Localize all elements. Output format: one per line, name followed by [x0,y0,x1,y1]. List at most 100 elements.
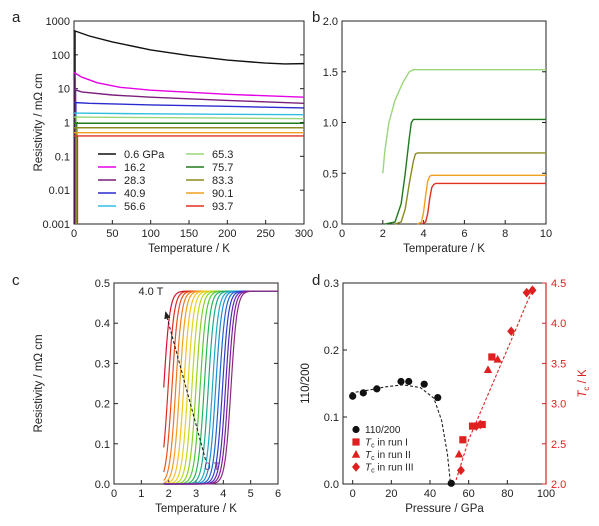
x-tick-label: 4 [220,488,226,500]
y-tick-label: 0.1 [55,151,70,163]
x-tick-label: 6 [275,488,281,500]
x-tick-label: 3 [193,488,199,500]
y-axis-label-right: Tc / K [577,369,591,398]
legend-label: 65.3 [212,149,233,161]
y-tick-label: 0.5 [323,168,338,180]
y-right-tick-label: 2.5 [551,439,566,451]
legend-label: Tc in run II [365,450,411,462]
field-arrow-head [164,311,171,320]
legend-label: 40.9 [124,188,145,200]
x-tick-label: 200 [218,228,236,240]
y-right-tick-label: 4.5 [551,278,566,290]
data-point-0 [397,377,405,386]
legend-label: 90.1 [212,188,233,200]
y-tick-label: 1.0 [323,118,338,130]
y-axis-label: Resistivity / mΩ cm [33,73,45,171]
legend-label: Tc in run III [365,463,414,475]
data-point-3 [507,326,516,337]
data-point-3 [456,465,465,476]
x-tick-label: 100 [141,228,159,240]
field-label-start: 4.0 T [138,286,163,298]
field-curve-18 [163,290,278,485]
panel-d: d 0 20 40 60 80 100 0.0 0.1 0.2 0.3 2.0 2.5 3.0 3.5 4.0… [300,272,591,515]
legend-label: 75.7 [212,162,233,174]
legend-label: 28.3 [124,175,145,187]
dome-fit-line [350,384,451,483]
y-tick-label: 0.1 [324,412,339,424]
series-line-1 [73,71,305,98]
y-tick-label: 0.0 [95,479,110,491]
x-tick-label: 6 [461,228,467,240]
legend-label: Tc in run I [365,438,408,450]
legend-marker [352,425,360,434]
panel-b: b 0 2 4 6 8 10 0.0 0.5 1.0 1.5 2.0 Temperature / K [312,9,552,255]
panel-label: c [12,272,20,289]
x-tick-label: 100 [537,488,555,500]
legend-marker [351,450,361,458]
x-axis-label: Temperature / K [403,243,485,255]
x-tick-label: 40 [424,488,436,500]
x-tick-label: 2 [380,228,386,240]
data-point-0 [420,380,428,388]
data-point-2 [493,354,502,363]
x-axis-label: Temperature / K [148,243,230,255]
x-tick-label: 300 [295,228,313,240]
x-tick-label: 50 [106,228,118,240]
y-axis-label: Resistivity / mΩ cm [33,334,45,432]
x-tick-label: 250 [256,228,274,240]
x-tick-label: 150 [180,228,198,240]
panel-c: c 0 1 2 3 4 5 6 0.0 0.1 0.2 0.3 0.4 0.5 4.0 T 0 T Temper… [12,272,281,515]
x-tick-label: 0 [71,228,77,240]
x-axis-label: Pressure / GPa [405,503,484,515]
y-tick-label: 100 [52,50,70,62]
series-line-3 [417,174,546,225]
y-tick-label: 2.0 [323,16,338,28]
data-point-0 [359,389,367,397]
tc-fit-line [455,286,535,481]
series-line-1 [384,118,546,225]
series-line-2 [394,152,546,225]
data-point-0 [434,393,442,402]
y-right-tick-label: 2.0 [551,479,566,491]
series-line-0 [382,69,546,174]
y-right-tick-label: 3.5 [551,358,566,370]
legend-label: 56.6 [124,201,145,213]
plot-frame [341,20,547,225]
field-arrow-line [164,310,207,461]
x-tick-label: 8 [502,228,508,240]
y-right-tick-label: 4.0 [551,318,566,330]
y-tick-label: 1 [64,118,70,130]
data-point-0 [373,385,381,393]
x-tick-label: 0 [111,488,117,500]
series-line-2 [73,88,305,104]
y-tick-label: 0.001 [42,219,70,231]
x-tick-label: 5 [248,488,254,500]
series-line-5 [73,116,305,120]
legend-label: 83.3 [212,175,233,187]
legend-label: 93.7 [212,201,233,213]
data-point-3 [522,287,531,298]
data-point-3 [528,285,537,296]
x-tick-label: 10 [540,228,552,240]
data-point-1 [459,436,467,444]
y-tick-label: 10 [58,84,70,96]
y-tick-label: 0.2 [95,399,110,411]
data-point-2 [454,449,464,458]
y-tick-label: 0.0 [323,219,338,231]
data-point-0 [447,479,455,487]
plot-frame [342,282,547,485]
y-tick-label: 1000 [46,16,70,28]
legend-label: 0.6 GPa [124,149,165,161]
legend-label: 16.2 [124,162,145,174]
y-tick-label: 0.1 [95,439,110,451]
data-point-2 [483,365,493,374]
x-tick-label: 1 [138,488,144,500]
y-right-tick-label: 3.0 [551,399,566,411]
series-line-0 [73,29,305,65]
y-tick-label: 1.5 [323,67,338,79]
y-tick-label: 0.3 [95,358,110,370]
panel-label: d [312,272,320,289]
panel-label: b [312,9,320,26]
x-axis-label: Temperature / K [155,503,237,515]
legend-marker [352,438,360,446]
